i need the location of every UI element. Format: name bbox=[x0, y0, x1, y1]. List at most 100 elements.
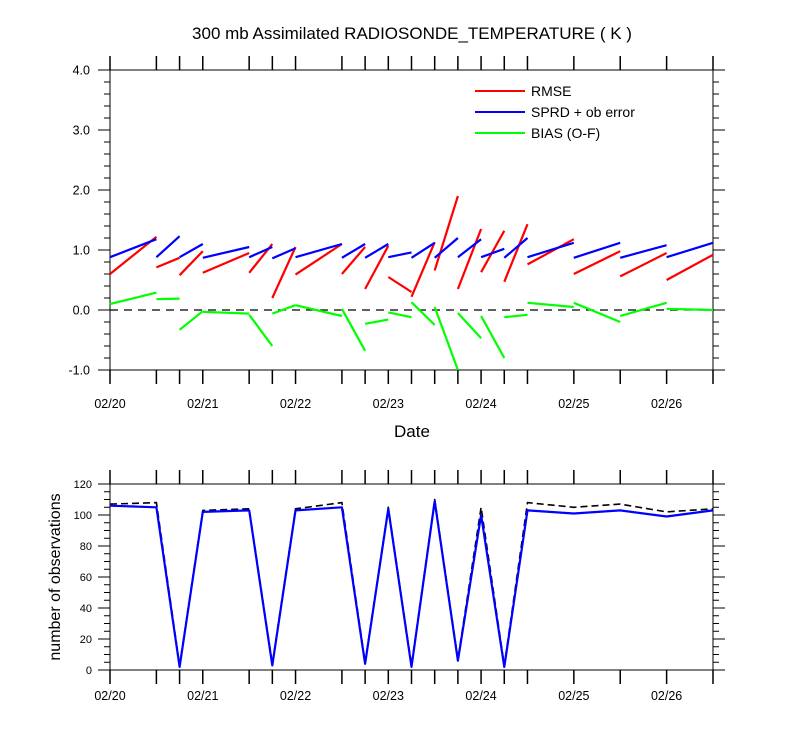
x-tick-labels: 02/20 02/21 02/22 02/23 02/24 02/25 02/26 bbox=[94, 689, 682, 703]
x-tick-label: 02/22 bbox=[280, 689, 311, 703]
series-line-segment bbox=[364, 245, 390, 290]
x-tick-label: 02/26 bbox=[651, 397, 682, 411]
series-line-segment bbox=[248, 314, 274, 347]
series-line-segment bbox=[573, 301, 621, 324]
series-line-segment bbox=[619, 252, 668, 278]
plot-frame bbox=[109, 483, 714, 671]
series-line-segment bbox=[178, 310, 204, 331]
series-sprd-ob-error bbox=[109, 235, 714, 260]
series-line-segment bbox=[294, 243, 343, 276]
series-line-segment bbox=[410, 241, 436, 259]
series-line-segment bbox=[155, 256, 181, 269]
series-line-segment bbox=[109, 238, 157, 259]
series-rmse bbox=[109, 195, 714, 299]
series-line-segment bbox=[410, 301, 436, 326]
series-line-segment bbox=[248, 245, 273, 259]
series-line-segment bbox=[527, 241, 575, 259]
series-bias-o-f bbox=[109, 291, 714, 371]
y-tick-label: 20 bbox=[80, 634, 92, 646]
series-line-segment bbox=[271, 304, 296, 315]
series-line-segment bbox=[573, 250, 621, 275]
series-line-segment bbox=[457, 312, 482, 339]
y-tick-label: 1.0 bbox=[73, 244, 90, 258]
series-line-segment bbox=[456, 228, 483, 290]
bottom-chart: 0 20 40 60 80 100 120 02/20 02/21 02/22 02/23 02/2… bbox=[47, 470, 725, 703]
series-line-segment bbox=[457, 238, 482, 259]
data-series bbox=[109, 195, 714, 371]
legend: RMSE SPRD + ob error BIAS (O-F) bbox=[475, 83, 635, 141]
y-tick-label: -1.0 bbox=[68, 364, 90, 378]
y-tick-label: 60 bbox=[80, 572, 92, 584]
x-tick-label: 02/21 bbox=[187, 397, 218, 411]
x-tick-label: 02/22 bbox=[280, 397, 311, 411]
x-tick-label: 02/21 bbox=[187, 689, 218, 703]
y-axis-label: number of observations bbox=[47, 493, 64, 660]
y-tick-label: 80 bbox=[80, 541, 92, 553]
axis-ticks bbox=[98, 56, 725, 384]
x-tick-label: 02/20 bbox=[94, 689, 125, 703]
series-line-segment bbox=[619, 301, 667, 318]
x-tick-label: 02/20 bbox=[94, 397, 125, 411]
series-line-segment bbox=[666, 307, 714, 312]
chart-title: 300 mb Assimilated RADIOSONDE_TEMPERATUR… bbox=[192, 24, 632, 43]
x-tick-label: 02/25 bbox=[558, 689, 589, 703]
series-line-segment bbox=[388, 251, 412, 259]
series-line-segment bbox=[503, 237, 529, 259]
x-tick-label: 02/25 bbox=[558, 397, 589, 411]
x-tick-label: 02/23 bbox=[373, 397, 404, 411]
legend-label: SPRD + ob error bbox=[531, 104, 635, 120]
series-line-segment bbox=[527, 301, 574, 309]
series-observations-assimilated bbox=[109, 500, 714, 669]
series-line-segment bbox=[202, 251, 250, 274]
series-line-segment bbox=[340, 308, 367, 352]
y-tick-labels: -1.0 0.0 1.0 2.0 3.0 4.0 bbox=[68, 64, 90, 378]
y-tick-labels: 0 20 40 60 80 100 120 bbox=[74, 479, 92, 677]
series-line-segment bbox=[410, 241, 436, 298]
series-line-segment bbox=[666, 253, 714, 281]
series-line-segment bbox=[433, 306, 459, 371]
series-line-segment bbox=[573, 241, 621, 259]
series-line-segment bbox=[271, 247, 296, 260]
y-tick-label: 2.0 bbox=[73, 184, 90, 198]
x-tick-label: 02/24 bbox=[465, 689, 496, 703]
series-line-segment bbox=[619, 244, 667, 259]
x-tick-label: 02/24 bbox=[465, 397, 496, 411]
top-chart: 300 mb Assimilated RADIOSONDE_TEMPERATUR… bbox=[68, 24, 725, 441]
series-line-segment bbox=[295, 242, 343, 259]
series-line-segment bbox=[271, 246, 297, 299]
series-line-segment bbox=[364, 243, 389, 259]
y-tick-label: 0 bbox=[86, 665, 92, 677]
series-line-segment bbox=[155, 235, 181, 259]
x-tick-labels: 02/20 02/21 02/22 02/23 02/24 02/25 02/26 bbox=[94, 397, 682, 411]
series-line-segment bbox=[202, 310, 250, 315]
series-line-segment bbox=[179, 243, 204, 259]
series-line-segment bbox=[504, 313, 528, 319]
series-line-segment bbox=[202, 245, 250, 259]
series-line-segment bbox=[387, 276, 413, 293]
series-line-segment bbox=[503, 223, 529, 283]
series-line-segment bbox=[178, 250, 204, 276]
y-tick-label: 0.0 bbox=[73, 304, 90, 318]
y-tick-label: 120 bbox=[74, 479, 92, 491]
series-line-segment bbox=[433, 195, 459, 271]
y-tick-label: 4.0 bbox=[73, 64, 90, 78]
series-line-segment bbox=[388, 311, 412, 319]
series-line-segment bbox=[480, 315, 506, 359]
x-axis-label: Date bbox=[394, 422, 430, 441]
y-tick-label: 100 bbox=[74, 510, 92, 522]
series-line-segment bbox=[666, 241, 714, 259]
y-tick-label: 40 bbox=[80, 603, 92, 615]
series-line-segment bbox=[433, 237, 459, 259]
legend-label: BIAS (O-F) bbox=[531, 125, 600, 141]
series-line-segment bbox=[526, 238, 575, 266]
data-series bbox=[109, 498, 714, 669]
series-line-segment bbox=[109, 291, 157, 306]
x-tick-label: 02/23 bbox=[373, 689, 404, 703]
series-line-segment bbox=[341, 243, 366, 259]
series-line-segment bbox=[364, 318, 389, 325]
axis-ticks bbox=[98, 470, 725, 684]
series-line-segment bbox=[156, 297, 180, 301]
series-line-segment bbox=[341, 246, 366, 275]
y-tick-label: 3.0 bbox=[73, 124, 90, 138]
